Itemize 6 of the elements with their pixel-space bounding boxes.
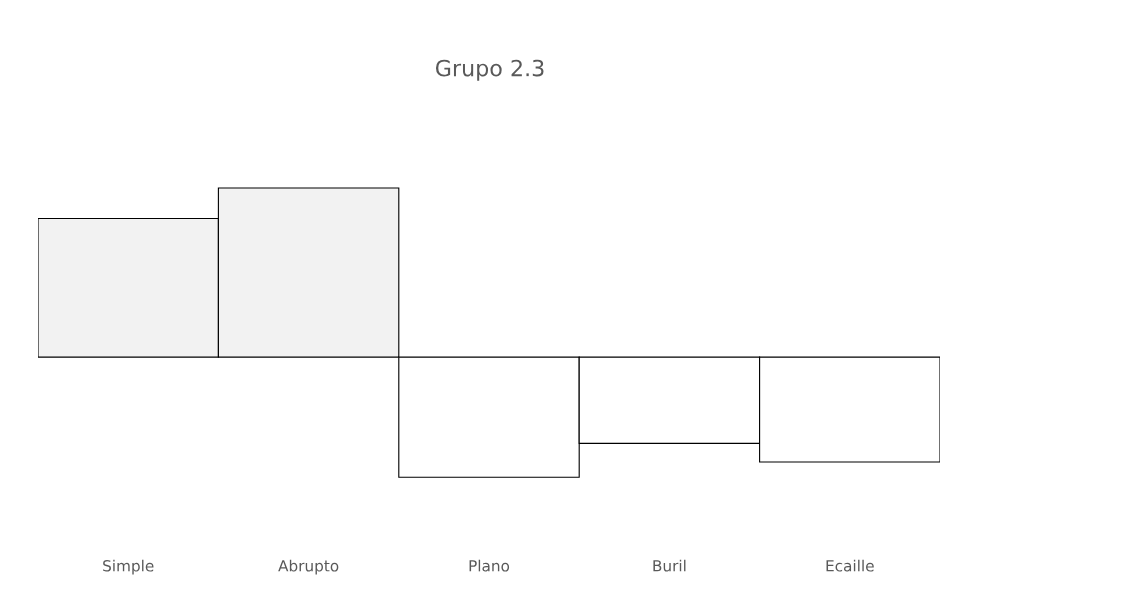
x-tick-label: Abrupto [278, 559, 339, 575]
x-tick-label: Plano [469, 559, 510, 572]
x-tick-label: Ecaille [826, 559, 874, 572]
x-tick-label: Buril [653, 559, 686, 572]
x-tick-label: Simple [103, 559, 154, 575]
chart-title: Grupo 2.3 [435, 59, 544, 81]
